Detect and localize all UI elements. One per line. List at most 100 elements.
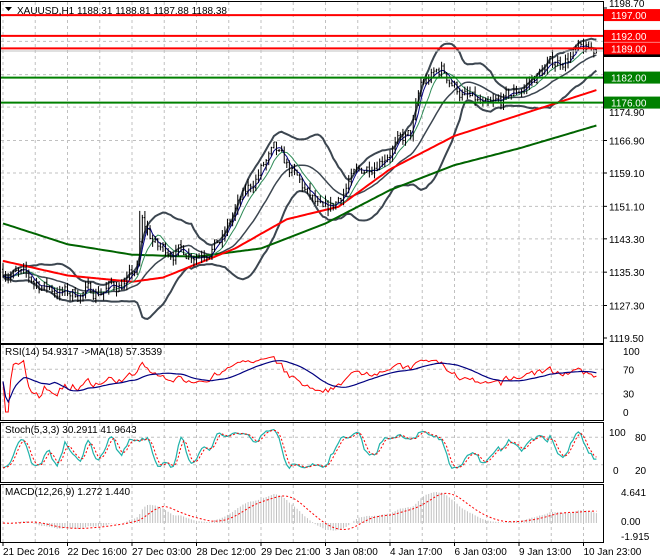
chart-header-quote: XAUUSD,H1 1188.31 1188.81 1187.88 1188.3… [17, 6, 227, 17]
price-bar [546, 56, 549, 75]
stoch-panel [0, 422, 604, 483]
price-bar [419, 77, 422, 97]
price-bar [136, 260, 139, 275]
price-bar [306, 187, 309, 194]
price-bar [20, 268, 23, 275]
price-bar [275, 141, 278, 156]
price-bar [468, 86, 471, 98]
price-bar [149, 225, 152, 240]
price-bar [440, 61, 443, 77]
stoch-d-line [2, 429, 597, 469]
price-bar [221, 229, 224, 248]
price-bar [327, 200, 330, 217]
price-bar [435, 68, 438, 73]
price-bar [518, 90, 520, 94]
price-bar [236, 194, 239, 215]
price-bar [133, 271, 136, 277]
price-bar [25, 261, 28, 278]
price-bar [422, 78, 425, 85]
price-bar [430, 68, 433, 84]
price-bar [105, 282, 108, 293]
price-bar [461, 89, 464, 101]
price-bar [515, 85, 518, 96]
price-bar [443, 63, 446, 74]
price-bar [203, 250, 206, 261]
price-bar [17, 267, 20, 277]
price-bar [254, 174, 257, 192]
price-bar [319, 195, 322, 204]
price-bar [370, 166, 373, 176]
x-tick-label: 6 Jan 03:00 [455, 547, 508, 558]
price-bar [448, 79, 451, 88]
macd-signal-line [2, 492, 597, 531]
price-bar [404, 131, 407, 146]
price-bar [484, 97, 487, 102]
price-bar [543, 64, 546, 75]
price-bar [265, 158, 268, 171]
price-bar [409, 130, 412, 140]
price-bar [293, 163, 296, 176]
price-bar [131, 265, 133, 280]
level-price-marker [604, 71, 660, 84]
price-bar [208, 256, 211, 260]
rsi-panel [0, 344, 604, 421]
price-bar [187, 248, 190, 260]
price-bar [463, 86, 466, 96]
dropdown-triangle-icon[interactable] [5, 7, 12, 11]
level-price-marker [604, 9, 660, 22]
price-bar [48, 285, 51, 291]
macd-axis-label: 4.641 [621, 488, 646, 499]
price-bar [79, 294, 82, 304]
price-bar [376, 161, 379, 172]
price-bar [507, 88, 510, 99]
price-bar [365, 166, 368, 173]
price-bar [195, 253, 198, 265]
price-bar [35, 277, 38, 290]
price-bar [347, 175, 350, 194]
price-bar [296, 169, 299, 176]
price-bar [182, 245, 185, 255]
price-bar [538, 68, 541, 76]
price-bar [399, 132, 402, 142]
level-price-label: 1189.00 [611, 44, 647, 55]
price-bar [229, 218, 232, 227]
price-bar [185, 253, 188, 260]
stoch-axis-label: 100 [609, 428, 626, 439]
price-bar [572, 48, 575, 60]
level-price-label: 1176.00 [611, 99, 647, 110]
price-bar [192, 255, 195, 267]
x-tick-label: 22 Dec 16:00 [68, 547, 128, 558]
moving-average-fast [2, 46, 597, 295]
price-bar [309, 182, 312, 200]
price-bar [314, 190, 317, 205]
price-bar [342, 188, 345, 206]
price-bar [102, 291, 105, 301]
price-bar [216, 239, 219, 244]
price-bar [38, 280, 41, 294]
price-bar [270, 146, 273, 156]
price-bar [556, 55, 559, 67]
price-bar [164, 242, 167, 257]
price-bar [285, 158, 288, 169]
price-bar [510, 95, 513, 100]
price-bar [262, 161, 265, 167]
price-bar [381, 156, 384, 167]
price-bar [71, 288, 74, 302]
y-tick-label: 1127.30 [609, 302, 645, 313]
price-bar [378, 158, 381, 171]
price-bar [66, 282, 69, 297]
price-bar [118, 282, 121, 293]
y-tick-label: 1143.30 [609, 235, 645, 246]
price-bar [298, 173, 301, 184]
price-bar [278, 149, 281, 152]
price-bar [61, 286, 64, 296]
price-bar [63, 284, 66, 297]
price-bar [288, 160, 291, 178]
rsi-line [2, 356, 597, 413]
price-bar [239, 196, 242, 207]
y-tick-label: 1151.10 [609, 202, 645, 213]
y-tick-label: 1174.90 [609, 108, 645, 119]
price-bar [432, 67, 435, 77]
price-bar [218, 241, 221, 245]
